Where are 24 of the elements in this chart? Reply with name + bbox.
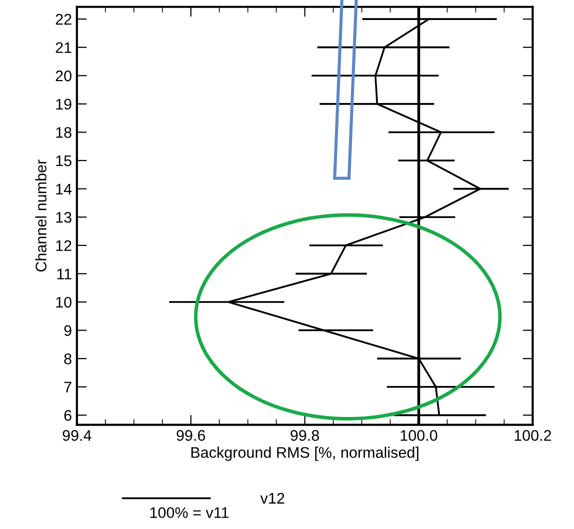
- y-tick-label: 21: [56, 42, 72, 53]
- y-axis-title: Channel number: [35, 160, 46, 272]
- y-tick-label: 6: [64, 410, 72, 421]
- y-tick-label: 14: [56, 184, 72, 194]
- y-tick-label: 18: [56, 127, 72, 138]
- x-axis-title: Background RMS [%, normalised]: [191, 446, 418, 461]
- y-tick-label: 9: [64, 325, 72, 336]
- y-tick-label: 8: [64, 353, 72, 364]
- y-tick-label: 19: [56, 98, 72, 110]
- y-tick-label: 10: [56, 296, 72, 308]
- y-tick-label: 7: [64, 382, 72, 392]
- y-tick-label: 15: [56, 156, 72, 166]
- y-tick-label: 20: [56, 70, 72, 82]
- y-tick-label: 13: [56, 212, 72, 223]
- text: 100% = v11: [150, 507, 228, 518]
- x-tick-label: 99.6: [176, 430, 206, 441]
- x-tick-label: 99.4: [62, 430, 92, 441]
- x-tick-label: 99.8: [290, 430, 319, 441]
- y-tick-label: 22: [56, 14, 72, 25]
- text: v12: [260, 492, 284, 504]
- x-tick-label: 100.0: [400, 430, 438, 441]
- x-tick-label: 100.2: [514, 430, 552, 441]
- y-tick-label: 12: [56, 240, 72, 251]
- y-tick-label: 11: [57, 268, 72, 280]
